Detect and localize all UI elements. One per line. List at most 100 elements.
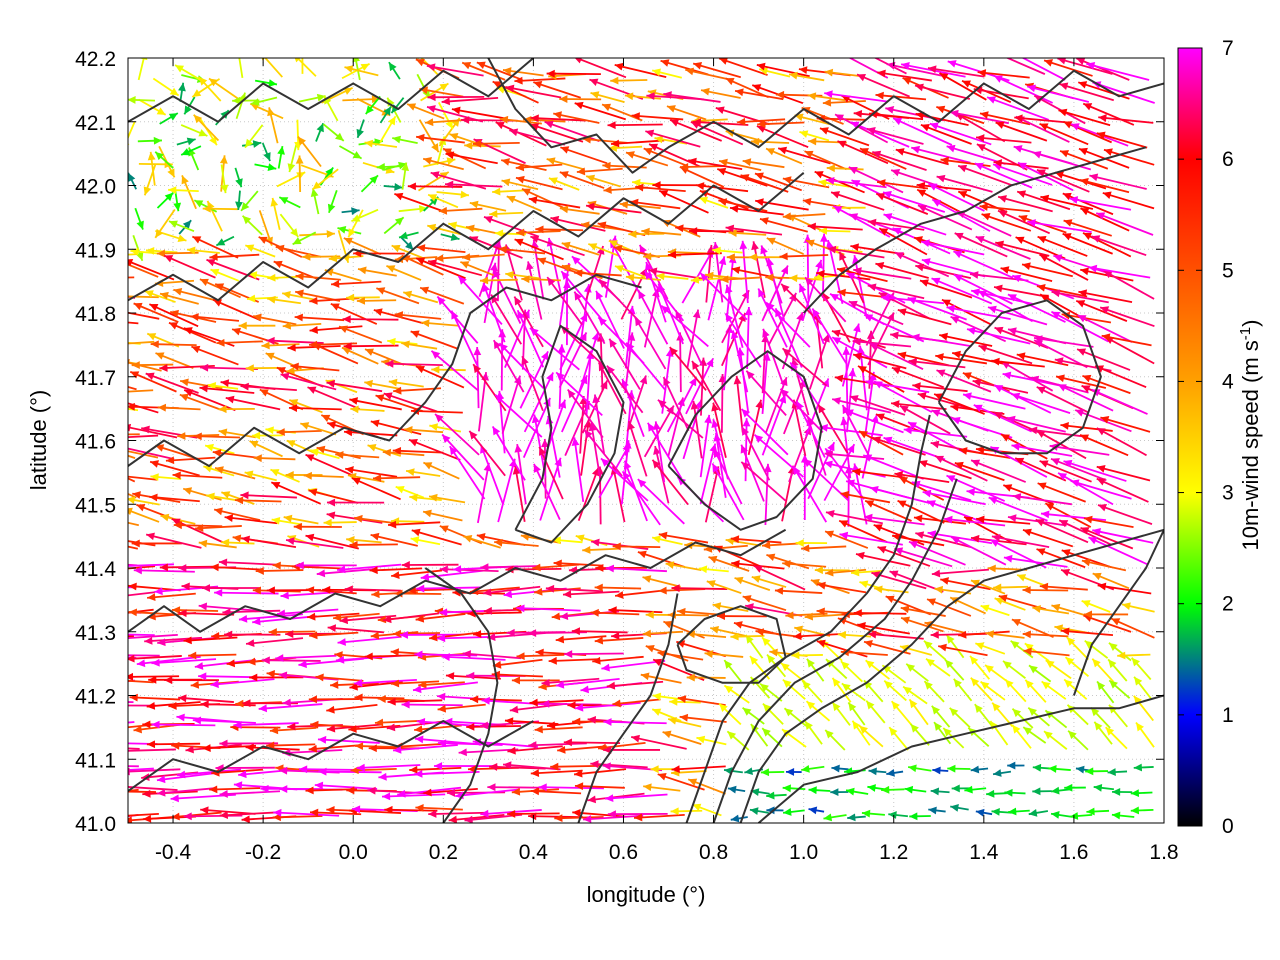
wind-vector-head xyxy=(151,720,160,729)
wind-vector-head xyxy=(273,808,282,817)
wind-vector-shaft xyxy=(305,588,357,595)
wind-vector-head xyxy=(823,813,833,822)
wind-vector-head xyxy=(371,95,381,104)
wind-vector-head xyxy=(409,765,418,774)
wind-vector-head xyxy=(1103,148,1113,156)
wind-vector-head xyxy=(318,767,327,776)
wind-vector-head xyxy=(211,768,220,777)
wind-vector-shaft xyxy=(918,460,972,480)
wind-vector-head xyxy=(559,171,569,179)
wind-vector-head xyxy=(781,283,790,293)
wind-vector-head xyxy=(211,632,220,640)
wind-vector-head xyxy=(785,768,795,776)
wind-vector-head xyxy=(635,317,643,327)
wind-vector-head xyxy=(282,321,292,330)
wind-vector-head xyxy=(392,629,402,638)
wind-vector-head xyxy=(987,564,996,573)
wind-vector-head xyxy=(1053,254,1063,262)
wind-vector-head xyxy=(346,536,355,544)
wind-vector-head xyxy=(640,672,650,681)
wind-vector-shaft xyxy=(699,272,748,321)
wind-vector-head xyxy=(431,350,441,360)
wind-vector-shaft xyxy=(219,811,277,817)
wind-vector-head xyxy=(529,698,538,707)
wind-vector-head xyxy=(1023,647,1032,656)
wind-vector-shaft xyxy=(272,815,323,819)
contour-line xyxy=(685,414,931,823)
wind-vector-head xyxy=(1134,676,1143,686)
wind-vectors xyxy=(128,58,1155,823)
wind-vector-head xyxy=(235,699,244,708)
wind-vector-shaft xyxy=(852,340,912,348)
wind-vector-shaft xyxy=(270,481,321,505)
wind-vector-head xyxy=(190,313,199,321)
wind-vector-shaft xyxy=(840,492,891,504)
contour-line xyxy=(128,58,535,123)
wind-vector-head xyxy=(913,514,923,523)
wind-vector-head xyxy=(564,650,573,658)
wind-vector-shaft xyxy=(1040,195,1094,210)
wind-vector-shaft xyxy=(326,381,383,393)
wind-vector-shaft xyxy=(128,634,178,639)
wind-vector-shaft xyxy=(128,655,182,660)
wind-vector-shaft xyxy=(308,744,360,751)
wind-vector-head xyxy=(494,538,503,547)
wind-vector-shaft xyxy=(725,284,744,348)
wind-vector-head xyxy=(1022,630,1032,639)
wind-vector-head xyxy=(835,114,845,122)
wind-vector-head xyxy=(993,412,1003,420)
wind-vector-head xyxy=(1105,727,1115,736)
wind-vector-head xyxy=(1107,768,1116,776)
wind-vector-shaft xyxy=(953,250,1014,279)
wind-vector-head xyxy=(493,268,501,278)
wind-vector-head xyxy=(310,188,319,198)
wind-vector-shaft xyxy=(163,254,216,279)
wind-vector-shaft xyxy=(546,72,601,76)
wind-vector-head xyxy=(679,713,689,722)
wind-vector-head xyxy=(354,679,363,687)
wind-vector-shaft xyxy=(545,587,604,593)
wind-vector-head xyxy=(370,419,380,428)
wind-vector-head xyxy=(505,84,515,93)
wind-vector-head xyxy=(885,595,895,603)
wind-vector-head xyxy=(1061,627,1070,636)
wind-vector-head xyxy=(931,277,941,286)
wind-vector-shaft xyxy=(238,613,303,621)
wind-vector-head xyxy=(439,83,449,92)
wind-vector-shaft xyxy=(606,365,644,414)
wind-vector-head xyxy=(867,283,877,292)
wind-vector-head xyxy=(663,91,672,99)
wind-vector-head xyxy=(746,370,755,380)
wind-vector-head xyxy=(530,114,539,123)
wind-vector-head xyxy=(631,112,640,121)
wind-vector-head xyxy=(315,673,324,682)
wind-vector-head xyxy=(742,418,751,427)
wind-vector-head xyxy=(916,181,926,190)
wind-vector-shaft xyxy=(852,353,907,370)
wind-vector-head xyxy=(437,739,447,748)
wind-vector-head xyxy=(994,597,1004,605)
wind-vector-shaft xyxy=(294,316,345,322)
wind-vector-head xyxy=(853,267,862,275)
wind-vector-shaft xyxy=(755,199,809,211)
wind-vector-shaft xyxy=(1033,94,1086,125)
wind-vector-shaft xyxy=(1095,212,1154,236)
wind-vector-head xyxy=(572,717,581,726)
wind-vector-shaft xyxy=(151,723,216,727)
wind-vector-head xyxy=(605,794,614,803)
wind-vector-shaft xyxy=(1053,254,1112,276)
wind-vector-shaft xyxy=(1088,536,1149,566)
wind-vector-head xyxy=(875,261,885,270)
colorbar-tick-label: 5 xyxy=(1222,259,1234,282)
wind-vector-head xyxy=(309,296,318,305)
wind-vector-head xyxy=(667,250,677,259)
wind-vector-head xyxy=(275,244,285,253)
wind-vector-shaft xyxy=(645,130,701,148)
wind-vector-head xyxy=(133,566,142,575)
wind-vector-head xyxy=(575,534,585,542)
wind-vector-head xyxy=(859,148,869,156)
wind-vector-head xyxy=(1063,459,1073,468)
wind-vector-head xyxy=(591,332,600,342)
wind-vector-head xyxy=(932,766,941,775)
